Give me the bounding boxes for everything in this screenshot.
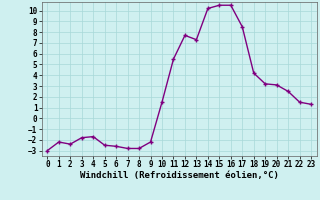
X-axis label: Windchill (Refroidissement éolien,°C): Windchill (Refroidissement éolien,°C) <box>80 171 279 180</box>
